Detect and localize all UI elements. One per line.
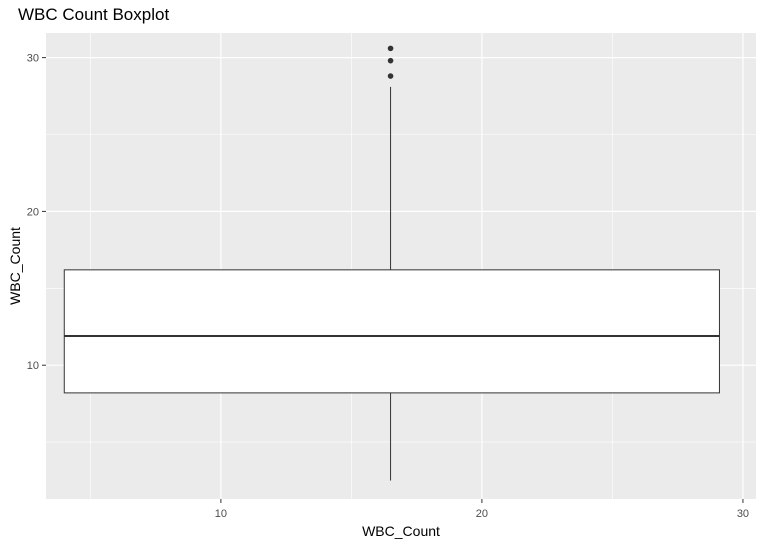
x-tick-label: 30 bbox=[737, 508, 749, 520]
y-axis-label: WBC_Count bbox=[7, 227, 23, 305]
y-tick-label: 30 bbox=[27, 53, 39, 65]
outlier-point bbox=[387, 73, 394, 79]
y-tick-label: 10 bbox=[27, 360, 39, 372]
x-tick-label: 10 bbox=[215, 508, 227, 520]
y-tick-label: 20 bbox=[27, 206, 39, 218]
y-axis-ticks: 10 20 30 bbox=[27, 53, 46, 372]
box-layer bbox=[63, 45, 720, 481]
plot-panel bbox=[46, 33, 756, 499]
x-tick-label: 20 bbox=[476, 508, 488, 520]
chart-title: WBC Count Boxplot bbox=[18, 5, 170, 24]
outlier-point bbox=[387, 45, 394, 52]
box-iqr bbox=[63, 269, 720, 394]
x-axis-label: WBC_Count bbox=[362, 523, 440, 539]
x-axis-ticks: 10 20 30 bbox=[215, 499, 749, 520]
outlier-point bbox=[387, 57, 394, 64]
